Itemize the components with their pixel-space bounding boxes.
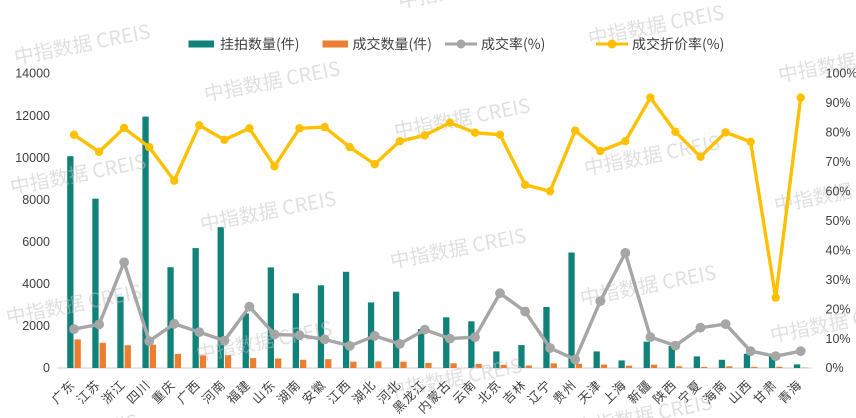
svg-text:4000: 4000 bbox=[22, 277, 50, 291]
svg-text:10000: 10000 bbox=[15, 151, 50, 165]
svg-text:70%: 70% bbox=[826, 155, 851, 169]
svg-text:8000: 8000 bbox=[22, 193, 50, 207]
svg-text:10%: 10% bbox=[826, 332, 851, 346]
svg-text:90%: 90% bbox=[826, 96, 851, 110]
svg-text:40%: 40% bbox=[826, 243, 851, 257]
svg-text:20%: 20% bbox=[826, 302, 851, 316]
svg-text:30%: 30% bbox=[826, 273, 851, 287]
svg-text:80%: 80% bbox=[826, 126, 851, 140]
svg-text:60%: 60% bbox=[826, 185, 851, 199]
svg-text:0%: 0% bbox=[826, 361, 844, 375]
svg-text:12000: 12000 bbox=[15, 109, 50, 123]
svg-text:2000: 2000 bbox=[22, 319, 50, 333]
svg-text:14000: 14000 bbox=[15, 67, 50, 81]
svg-text:0: 0 bbox=[43, 361, 50, 375]
svg-text:50%: 50% bbox=[826, 214, 851, 228]
svg-text:6000: 6000 bbox=[22, 235, 50, 249]
svg-text:100%: 100% bbox=[826, 67, 856, 81]
